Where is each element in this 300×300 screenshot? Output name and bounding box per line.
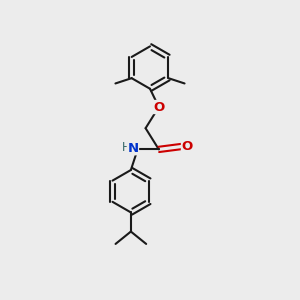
Text: N: N <box>128 142 139 155</box>
Text: O: O <box>153 100 164 113</box>
Text: O: O <box>182 140 193 153</box>
Text: H: H <box>122 141 131 154</box>
